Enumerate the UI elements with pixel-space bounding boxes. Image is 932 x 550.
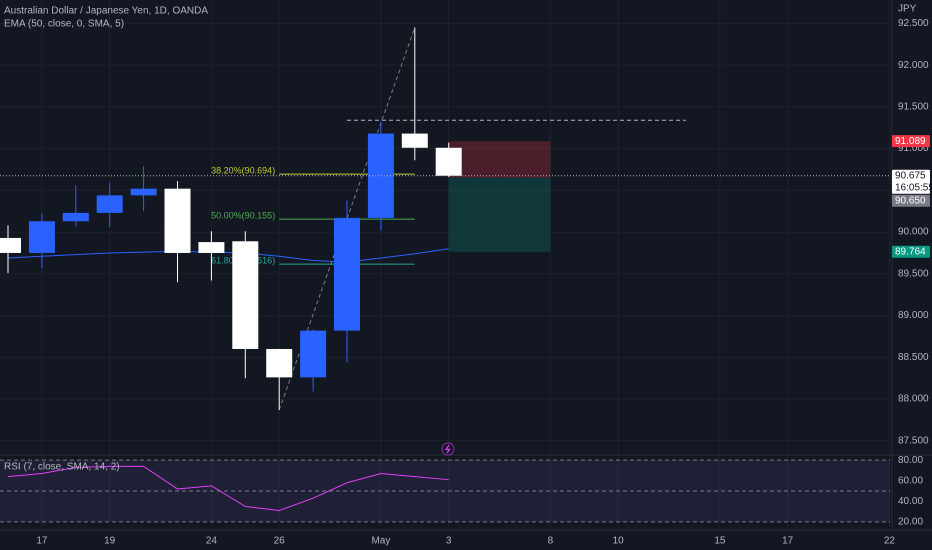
rsi-tick-label: 80.00 (898, 455, 923, 466)
chart-title: Australian Dollar / Japanese Yen, 1D, OA… (4, 6, 208, 17)
y-tick-label: 91.500 (898, 102, 929, 113)
stop-zone (448, 141, 551, 178)
y-tick-label: 91.000 (898, 143, 929, 154)
price-label: 90.675 (895, 170, 926, 181)
rsi-tick-label: 60.00 (898, 475, 923, 486)
fib-label: 50.00%(90.155) (211, 211, 275, 221)
currency: JPY (898, 4, 917, 15)
candle-body (266, 348, 293, 378)
candle-body (62, 212, 89, 222)
rsi-line (7, 465, 449, 512)
y-tick-label: 87.500 (898, 435, 929, 446)
indicator-label: EMA (50, close, 0, SMA, 5) (4, 19, 124, 30)
price-label: 91.089 (895, 136, 926, 147)
price-label-box (892, 194, 930, 207)
x-tick-label: 10 (613, 536, 625, 547)
price-label-box (892, 169, 930, 194)
target-zone (448, 177, 551, 252)
price-label-time: 16:05:55 (895, 182, 932, 193)
price-label-box (892, 245, 930, 258)
x-tick-label: 17 (782, 536, 794, 547)
candle-body (198, 242, 225, 253)
rsi-tick-label: 20.00 (898, 516, 923, 527)
x-tick-label: 26 (274, 536, 286, 547)
rsi-title: RSI (7, close, SMA, 14, 2) (4, 462, 120, 473)
x-tick-label: 22 (884, 536, 896, 547)
price-label: 89.764 (895, 246, 926, 257)
y-tick-label: 92.000 (898, 60, 929, 71)
ema-line (7, 248, 449, 263)
y-tick-label: 90.000 (898, 227, 929, 238)
candle-body (0, 237, 21, 253)
fib-trend (278, 27, 416, 411)
x-tick-label: 15 (714, 536, 726, 547)
y-tick-label: 88.500 (898, 352, 929, 363)
fib-label: 38.20%(90.694) (211, 166, 275, 176)
x-tick-label: 19 (104, 536, 116, 547)
x-tick-label: 8 (548, 536, 554, 547)
candle-body (96, 195, 123, 213)
x-tick-label: 17 (36, 536, 48, 547)
y-tick-label: 92.500 (898, 18, 929, 29)
candle-body (334, 217, 360, 331)
y-tick-label: 88.000 (898, 394, 929, 405)
candle-body (28, 221, 55, 253)
candle-body (232, 241, 259, 349)
candle-body (300, 330, 327, 378)
price-label-box (892, 135, 930, 148)
x-tick-label: 3 (446, 536, 452, 547)
rsi-tick-label: 40.00 (898, 496, 923, 507)
x-tick-label: 24 (206, 536, 218, 547)
y-tick-label: 89.500 (898, 268, 929, 279)
event-icon[interactable] (441, 442, 455, 456)
y-tick-label: 89.000 (898, 310, 929, 321)
x-tick-label: May (371, 536, 390, 547)
price-label: 90.650 (895, 195, 926, 206)
candle-body (401, 133, 428, 148)
candle-body (435, 147, 462, 176)
event-icon-bolt (444, 444, 451, 454)
candle-body (130, 188, 157, 196)
candle-body (164, 188, 191, 253)
